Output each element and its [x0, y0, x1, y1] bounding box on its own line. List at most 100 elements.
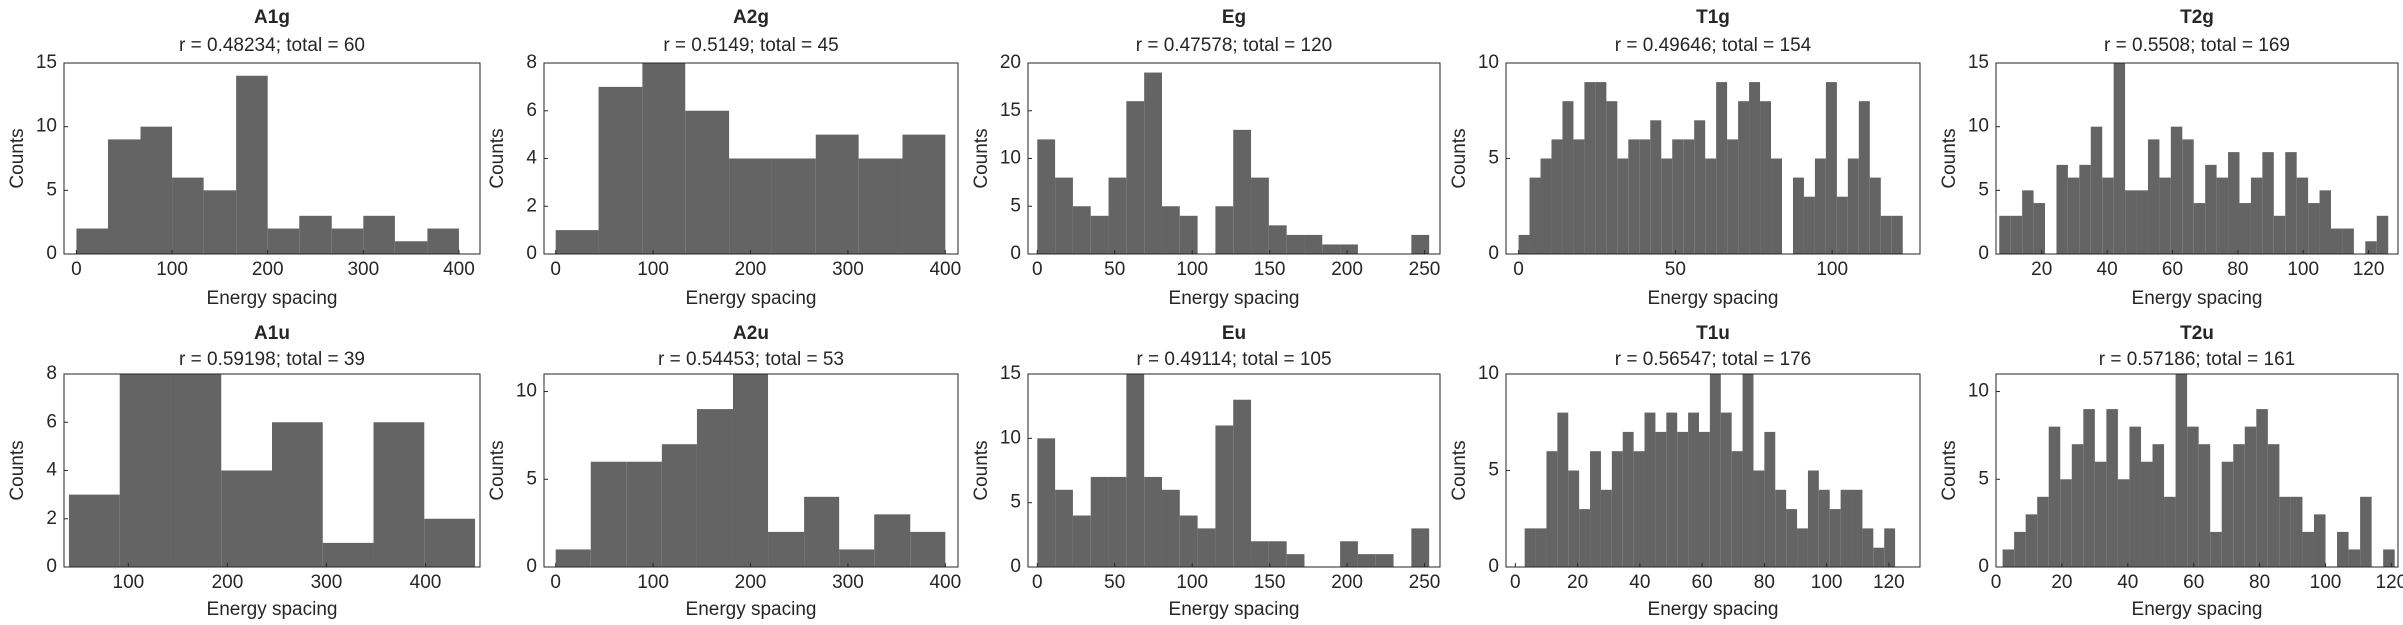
x-tick-label: 50 [1665, 259, 1686, 280]
bar [2048, 426, 2061, 567]
bar [1829, 509, 1841, 567]
bar [1090, 476, 1109, 567]
bar [1633, 451, 1645, 567]
bar [119, 374, 171, 567]
bar [1851, 489, 1863, 567]
y-tick-label: 2 [46, 508, 57, 529]
y-tick-label: 10 [1000, 427, 1021, 448]
bar [1251, 177, 1269, 254]
x-tick-label: 20 [1567, 572, 1588, 593]
y-tick-label: 5 [1010, 492, 1021, 513]
x-tick-label: 400 [443, 259, 475, 280]
bar [598, 86, 643, 254]
x-axis-label: Energy spacing [1169, 288, 1300, 309]
bar [1698, 431, 1710, 567]
x-tick-label: 0 [1991, 572, 2002, 593]
bar [1858, 101, 1870, 254]
bar [170, 374, 222, 567]
bar [1825, 82, 1837, 254]
x-tick-label: 100 [1811, 572, 1843, 593]
bar [1568, 470, 1580, 567]
y-tick-label: 0 [1978, 243, 1989, 264]
bar [1126, 101, 1145, 254]
bar [1803, 196, 1815, 254]
bar [1304, 234, 1323, 254]
bar [1655, 431, 1667, 567]
bar [2365, 241, 2377, 254]
bar [1792, 177, 1804, 254]
bar [427, 228, 459, 254]
bar [1546, 451, 1558, 567]
y-axis-label: Counts [7, 440, 28, 500]
x-tick-label: 20 [2051, 572, 2072, 593]
bar [2033, 203, 2046, 254]
bar [2113, 63, 2126, 254]
bar [1090, 215, 1109, 254]
bar [910, 531, 946, 567]
bar [1814, 158, 1826, 254]
y-tick-label: 5 [46, 179, 57, 200]
x-tick-label: 100 [2287, 259, 2319, 280]
bar [1286, 234, 1305, 254]
y-tick-label: 10 [1968, 116, 1989, 137]
y-tick-label: 10 [1478, 363, 1499, 384]
x-tick-label: 100 [637, 259, 669, 280]
bar [732, 374, 769, 567]
bar [1108, 177, 1127, 254]
bar [1268, 225, 1287, 254]
bar [1611, 451, 1623, 567]
y-tick-label: 10 [1968, 381, 1989, 402]
bar [1161, 206, 1180, 254]
bar [2290, 496, 2303, 567]
x-tick-label: 100 [1816, 259, 1848, 280]
bar [2360, 496, 2372, 567]
panel-subtitle: r = 0.49114; total = 105 [1136, 349, 1331, 370]
y-tick-label: 10 [1000, 148, 1021, 169]
bar [626, 461, 662, 567]
y-axis-label: Counts [1449, 128, 1470, 188]
bar [331, 228, 364, 254]
bar [1688, 412, 1699, 567]
bar [1716, 82, 1728, 254]
bar [729, 158, 772, 254]
panel-subtitle: r = 0.5508; total = 169 [2104, 35, 2290, 56]
y-tick-label: 5 [1488, 148, 1499, 169]
bar [2090, 126, 2103, 254]
x-tick-label: 40 [1629, 572, 1650, 593]
bar [2205, 164, 2217, 254]
bar [1322, 244, 1341, 254]
panel-subtitle: r = 0.5149; total = 45 [663, 35, 838, 56]
x-axis-label: Energy spacing [1648, 288, 1779, 309]
y-tick-label: 0 [1488, 243, 1499, 264]
bar [1233, 399, 1252, 567]
y-axis-label: Counts [487, 128, 508, 188]
bar [642, 63, 686, 254]
x-tick-label: 100 [2310, 572, 2342, 593]
bar [2376, 215, 2389, 254]
bar [1540, 158, 1552, 254]
bar [2228, 152, 2240, 254]
y-tick-label: 4 [526, 148, 537, 169]
bar [1126, 374, 1145, 567]
bar [2244, 426, 2257, 567]
panel-title: A2g [733, 7, 769, 28]
panel-title: T2g [2180, 7, 2214, 28]
bar [1661, 158, 1673, 254]
bar [1197, 528, 1216, 567]
bar [1644, 412, 1656, 567]
bar [1144, 476, 1162, 567]
y-tick-label: 8 [526, 52, 537, 73]
x-tick-label: 200 [1331, 572, 1363, 593]
x-tick-label: 300 [832, 259, 864, 280]
bar [2342, 228, 2354, 254]
bar [1411, 528, 1430, 567]
bar [394, 241, 428, 254]
bar [2083, 409, 2095, 567]
x-tick-label: 0 [550, 572, 561, 593]
y-tick-label: 8 [46, 363, 57, 384]
axes-box [63, 62, 481, 255]
y-tick-label: 0 [1488, 556, 1499, 577]
y-axis-label: Counts [1939, 128, 1960, 188]
bar [2129, 426, 2141, 567]
bar [172, 177, 204, 254]
